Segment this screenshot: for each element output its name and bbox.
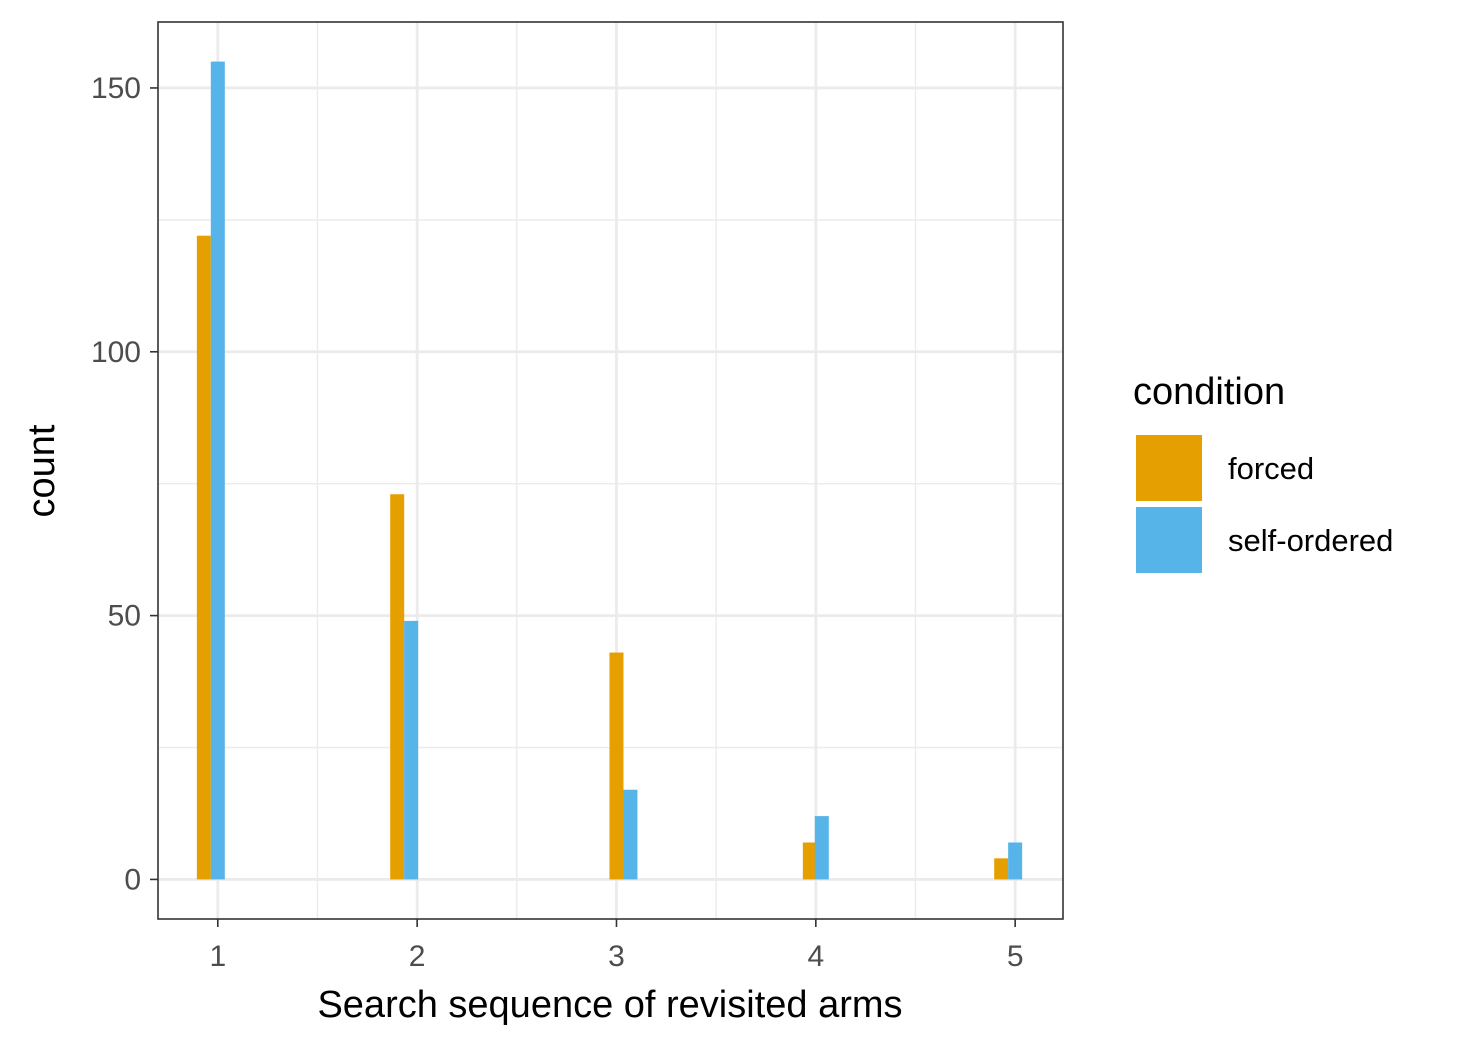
legend-swatch xyxy=(1136,507,1202,573)
x-tick-label: 2 xyxy=(409,940,426,973)
legend: condition forced self-ordered xyxy=(1133,371,1393,573)
x-axis: 1 2 3 4 5 xyxy=(209,919,1024,973)
y-tick-label: 50 xyxy=(108,600,141,633)
y-tick-label: 0 xyxy=(124,863,141,896)
bar xyxy=(814,816,829,880)
x-axis-title: Search sequence of revisited arms xyxy=(317,984,902,1026)
bar xyxy=(210,61,225,880)
bar xyxy=(994,858,1009,880)
legend-swatch xyxy=(1136,435,1202,501)
bar xyxy=(802,842,817,880)
grid-minor xyxy=(158,22,1063,919)
x-tick-label: 4 xyxy=(807,940,824,973)
legend-label: self-ordered xyxy=(1228,523,1393,558)
y-axis: 0 50 100 150 xyxy=(91,72,158,896)
y-axis-title: count xyxy=(21,424,63,517)
bar xyxy=(196,235,211,880)
bar xyxy=(404,620,419,880)
x-tick-label: 5 xyxy=(1007,940,1024,973)
bars xyxy=(196,61,1023,880)
bar xyxy=(623,789,638,880)
bar xyxy=(1008,842,1023,880)
x-tick-label: 1 xyxy=(209,940,226,973)
legend-label: forced xyxy=(1228,451,1314,486)
legend-title: condition xyxy=(1133,371,1285,413)
y-tick-label: 150 xyxy=(91,72,141,105)
bar xyxy=(390,494,405,880)
y-tick-label: 100 xyxy=(91,336,141,369)
bar xyxy=(609,652,624,880)
panel-border xyxy=(157,21,1064,920)
x-tick-label: 3 xyxy=(608,940,625,973)
